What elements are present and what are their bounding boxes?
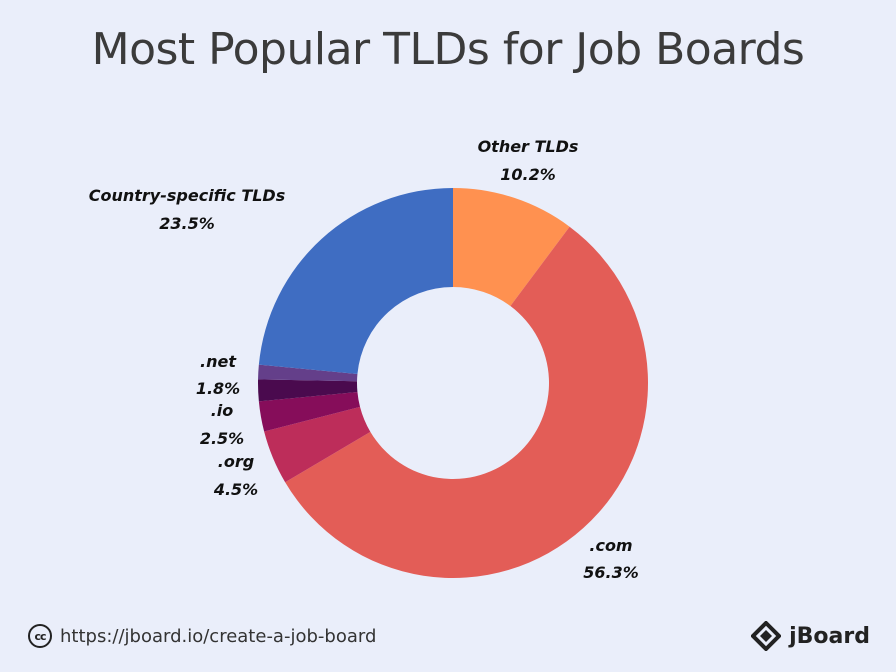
slice-5 [258,364,358,382]
label-3: .io [211,401,234,420]
creative-commons-icon: cc [28,624,52,648]
slice-6 [258,188,453,374]
slices [258,188,648,578]
label-4: .net [200,352,237,371]
label-2: .org [218,452,254,471]
jboard-logo-icon [751,621,782,651]
labels: Other TLDs 10.2% .com 56.3% .org 4.5% .io 2.5%.… [89,137,639,582]
label-5: Country-specific TLDs [89,186,285,205]
value-label-4: 1.8% [196,379,240,398]
slice-1 [285,226,648,578]
brand: jBoard [751,620,870,652]
value-label-3: 2.5% [200,429,244,448]
value-label-1: 56.3% [583,563,639,582]
label-1: .com [589,536,632,555]
footer-link[interactable]: cc https://jboard.io/create-a-job-board [28,622,376,650]
slice-0 [453,188,570,307]
slice-4 [258,379,358,402]
value-label-2: 4.5% [213,480,258,499]
value-label-5: 23.5% [159,214,215,233]
slice-2 [264,406,371,483]
brand-name: jBoard [789,623,870,649]
chart-title: Most Popular TLDs for Job Boards [91,24,805,75]
value-label-0: 10.2% [500,165,556,184]
footer-url[interactable]: https://jboard.io/create-a-job-board [60,625,377,647]
slice-3 [258,392,361,432]
label-0: Other TLDs [478,137,579,156]
